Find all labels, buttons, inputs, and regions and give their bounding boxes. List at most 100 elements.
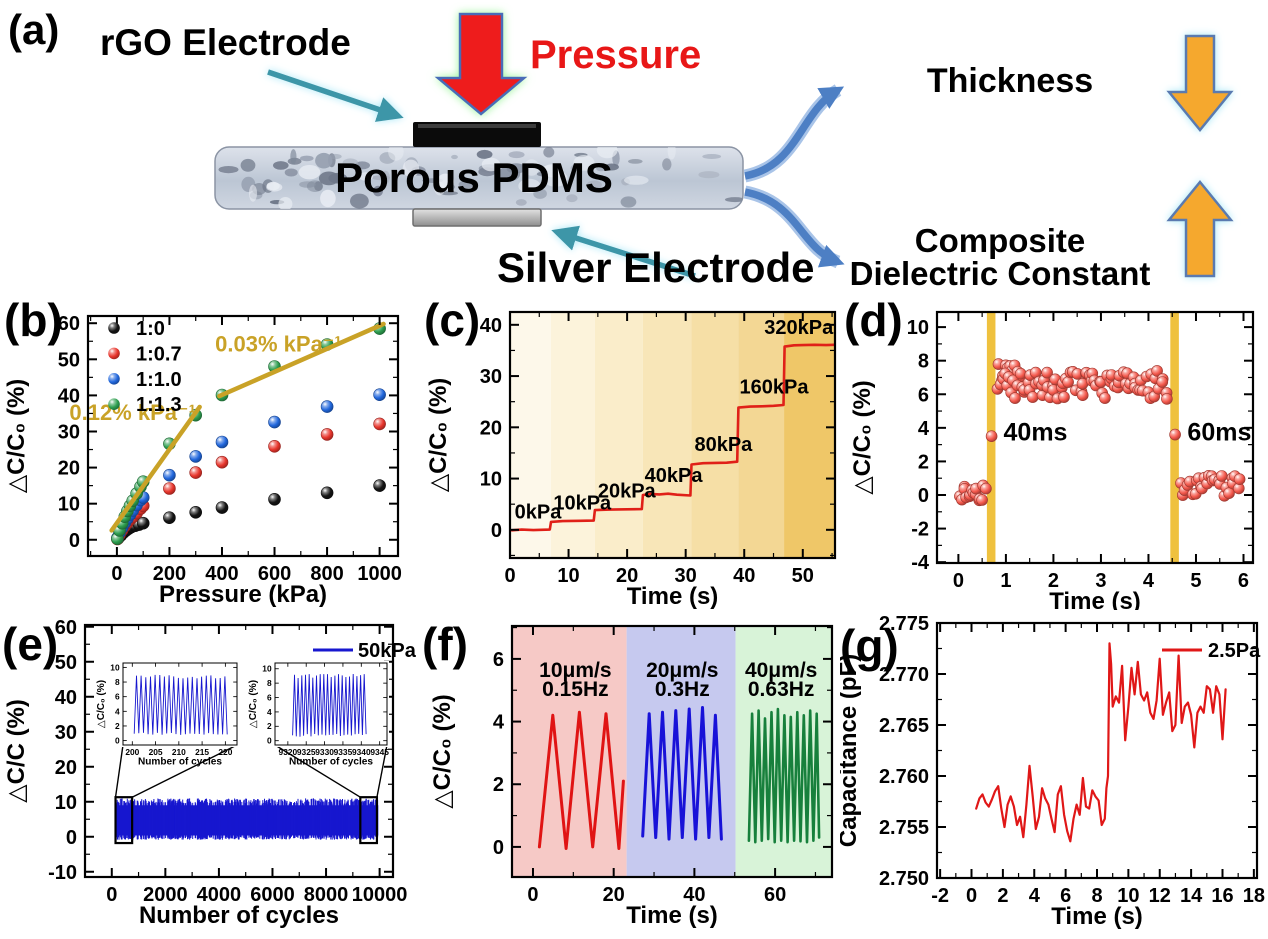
svg-text:20: 20 <box>55 757 77 779</box>
panel-label: (e) <box>2 618 58 670</box>
svg-text:4: 4 <box>493 712 505 734</box>
svg-text:20: 20 <box>58 458 80 480</box>
svg-text:0: 0 <box>115 736 120 746</box>
svg-text:10000: 10000 <box>352 884 408 906</box>
legend-label: 1:1.0 <box>136 369 182 391</box>
background-band <box>784 312 835 558</box>
pdms-pore-highlight <box>518 178 541 194</box>
chart-d: 40ms 60ms 0 1 2 3 4 5 6 -4 -2 0 2 4 6 8 10 Time (s) △C/C₀ … <box>844 294 1255 610</box>
composite-label-line1: Composite <box>915 222 1086 259</box>
zoom-connector <box>114 744 124 798</box>
x-axis-title: Time (s) <box>1051 903 1143 930</box>
background-band <box>512 626 627 877</box>
pdms-pore <box>284 168 298 177</box>
svg-text:4: 4 <box>1029 885 1041 907</box>
pdms-pore <box>290 149 297 165</box>
svg-text:8000: 8000 <box>304 884 349 906</box>
svg-text:10: 10 <box>480 469 502 491</box>
annotation-text: 0.03% kPa⁻¹ <box>215 331 342 356</box>
pdms-pore <box>439 191 458 196</box>
svg-text:30: 30 <box>58 421 80 443</box>
svg-text:210: 210 <box>172 747 186 757</box>
svg-text:2.770: 2.770 <box>879 664 929 686</box>
pdms-pore-highlight <box>481 157 501 172</box>
legend-label: 50kPa <box>358 640 417 662</box>
series-cycling <box>115 798 379 840</box>
svg-text:50: 50 <box>55 652 77 674</box>
legend-label: 1:0.7 <box>136 343 182 365</box>
svg-text:8: 8 <box>115 677 120 687</box>
pdms-pore-highlight <box>402 159 420 178</box>
svg-text:2.760: 2.760 <box>879 766 929 788</box>
pdms-pore <box>566 194 578 203</box>
pdms-pore-highlight <box>266 181 280 191</box>
rgo-pointer-arrow-icon <box>267 69 404 122</box>
series-response <box>954 358 1246 507</box>
background-band <box>550 312 595 558</box>
svg-text:8: 8 <box>267 678 272 688</box>
svg-text:60: 60 <box>58 313 80 335</box>
annotation-text: 0.3Hz <box>655 678 710 701</box>
silver-electrode-bottom <box>412 208 542 227</box>
svg-text:2: 2 <box>997 885 1008 907</box>
panel-a-schematic: (a) rGO Electrode Pressure Porous PDMS S… <box>8 6 1234 288</box>
x-axis-title: Number of cycles <box>138 756 222 767</box>
svg-text:4: 4 <box>918 418 930 440</box>
panel-e-cycling-stability-chart: 0 2000 4000 6000 8000 10000 -10 0 10 20 30 40 50 60 Nu… <box>0 610 420 939</box>
pdms-pore <box>498 166 521 182</box>
pdms-pores <box>218 147 743 209</box>
svg-text:20: 20 <box>616 565 638 587</box>
pdms-pore <box>373 185 383 197</box>
porous-pdms-bar: Porous PDMS <box>214 122 744 227</box>
annotation-text: 0.12% kPa⁻¹ <box>69 400 196 425</box>
svg-text:10: 10 <box>1117 885 1139 907</box>
annotation-text: 0kPa <box>515 502 563 524</box>
pdms-pore-highlight <box>278 197 293 209</box>
axes: 0 2000 4000 6000 8000 10000-100102030405060Nu… <box>3 617 407 929</box>
svg-text:0: 0 <box>66 827 77 849</box>
annotation-text: 160kPa <box>740 376 810 398</box>
pdms-pore <box>318 171 339 186</box>
pdms-pore-highlight <box>248 184 258 202</box>
series-1:0 <box>111 479 386 545</box>
split-arrow-lower-icon <box>744 188 845 268</box>
x-axis-title: Number of cycles <box>139 902 339 929</box>
plot-area <box>109 321 386 546</box>
svg-text:0: 0 <box>527 884 538 906</box>
svg-text:400: 400 <box>205 563 238 585</box>
background-band <box>510 312 551 558</box>
silver-electrode-label: Silver Electrode <box>497 244 814 288</box>
x-axis-title: Time (s) <box>627 583 719 610</box>
pdms-pore <box>596 165 607 172</box>
chart-g: -2 0 2 4 6 8 10 12 14 16 18 2.750 2.755 2.760 2.765 2.7… <box>840 613 1265 930</box>
panel-f-frequency-waveform-chart: 10μm/s 0.15Hz 20μm/s 0.3Hz 40μm/s 0.63Hz 0 20 40… <box>420 610 840 939</box>
svg-text:4000: 4000 <box>197 884 242 906</box>
axes: 0 1 2 3 4 5 6 -4 -2 0 2 4 6 8 10 Time (s) △C/C₀ (%) <box>849 310 1255 610</box>
x-axis-title: Time (s) <box>626 902 718 929</box>
pdms-pore <box>628 159 643 164</box>
svg-text:60: 60 <box>55 617 77 639</box>
svg-text:4: 4 <box>267 707 272 717</box>
axes: 0 20 40 60 0 2 4 6 Time (s) △C/C₀ (%) <box>429 624 834 929</box>
pdms-pore <box>604 163 619 171</box>
plot-area <box>292 673 367 737</box>
svg-text:50: 50 <box>58 349 80 371</box>
svg-text:2: 2 <box>115 721 120 731</box>
axes: 0 10 20 30 40 50 0 10 20 30 40 Time (s) △C/C₀ (%) <box>425 310 837 610</box>
y-axis-title: △C/C₀ (%) <box>96 680 107 728</box>
pdms-pore-highlight <box>524 159 540 176</box>
svg-text:800: 800 <box>310 563 343 585</box>
porous-pdms-label: Porous PDMS <box>335 154 613 201</box>
zoom-connector <box>131 744 238 798</box>
thickness-decrease-arrow-icon <box>1166 34 1234 132</box>
plot-area <box>512 626 832 877</box>
rgo-electrode-highlight <box>418 124 536 128</box>
svg-text:4: 4 <box>115 706 120 716</box>
pdms-pore-highlight <box>624 175 649 185</box>
svg-text:0: 0 <box>493 837 504 859</box>
svg-text:50: 50 <box>792 565 814 587</box>
annotation-text: 20kPa <box>598 481 657 503</box>
panel-label: (f) <box>422 618 468 670</box>
rgo-electrode-top <box>413 122 541 147</box>
